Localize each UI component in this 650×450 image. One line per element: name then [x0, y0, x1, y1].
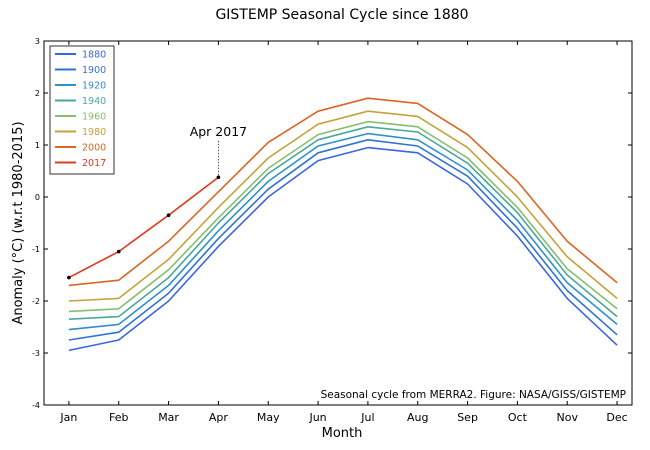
legend: 1880 1900 1920 1940 1960 1980 2000 2017 [49, 45, 115, 175]
y-tick-label: 0 [35, 193, 40, 202]
x-tick-label: Nov [556, 411, 578, 424]
x-tick-label: Feb [109, 411, 128, 424]
legend-label: 1980 [82, 127, 106, 138]
legend-label: 1880 [82, 50, 106, 61]
series-line-1940 [68, 126, 618, 320]
x-tick-label: Oct [508, 411, 528, 424]
legend-label: 1900 [82, 65, 106, 76]
y-axis: -4 -3 -2 -1 0 1 2 3 [32, 37, 632, 410]
x-tick-label: Sep [457, 411, 478, 424]
legend-label: 1940 [82, 96, 106, 107]
series-line-2017 [68, 176, 219, 279]
y-tick-label: 3 [35, 37, 40, 46]
series-line-1880 [68, 146, 618, 352]
x-tick-label: Dec [606, 411, 627, 424]
series-line-1980 [68, 110, 618, 302]
figure-credit: Seasonal cycle from MERRA2. Figure: NASA… [321, 389, 626, 401]
series-line-1920 [68, 132, 618, 331]
legend-label: 1920 [82, 81, 106, 92]
y-axis-label: Anomaly (°C) (w.r.t 1980-2015) [11, 121, 26, 324]
series-markers [67, 175, 221, 280]
x-axis-label: Month [322, 426, 363, 441]
series-point-2017 [67, 275, 71, 280]
x-axis: Jan Feb Mar Apr May Jun Jul Aug Sep Oct Nov Dec [59, 41, 628, 424]
series-lines [68, 97, 618, 352]
legend-label: 2000 [82, 143, 106, 154]
x-tick-label: Aug [407, 411, 428, 424]
x-tick-label: May [257, 411, 280, 424]
series-line-1900 [68, 139, 618, 341]
series-point-2017 [216, 175, 221, 180]
annotation-apr-2017: Apr 2017 [190, 124, 247, 139]
x-tick-label: Jun [308, 411, 326, 424]
series-point-2017 [116, 249, 121, 254]
y-tick-label: -4 [32, 401, 40, 410]
series-line-2000 [68, 97, 618, 287]
x-tick-label: Mar [158, 411, 179, 424]
y-tick-label: -3 [32, 349, 40, 358]
y-tick-label: -1 [32, 245, 40, 254]
x-tick-label: Jan [59, 411, 77, 424]
x-tick-label: Apr [209, 411, 229, 424]
y-tick-label: 2 [35, 89, 40, 98]
legend-label: 1960 [82, 112, 106, 123]
y-tick-label: 1 [35, 141, 40, 150]
x-tick-label: Jul [360, 411, 374, 424]
y-tick-label: -2 [32, 297, 40, 306]
plot-area [43, 40, 633, 406]
chart-title: GISTEMP Seasonal Cycle since 1880 [215, 7, 468, 23]
series-line-1960 [68, 120, 618, 313]
legend-box [49, 45, 115, 175]
series-point-2017 [166, 213, 171, 217]
legend-label: 2017 [82, 158, 106, 169]
